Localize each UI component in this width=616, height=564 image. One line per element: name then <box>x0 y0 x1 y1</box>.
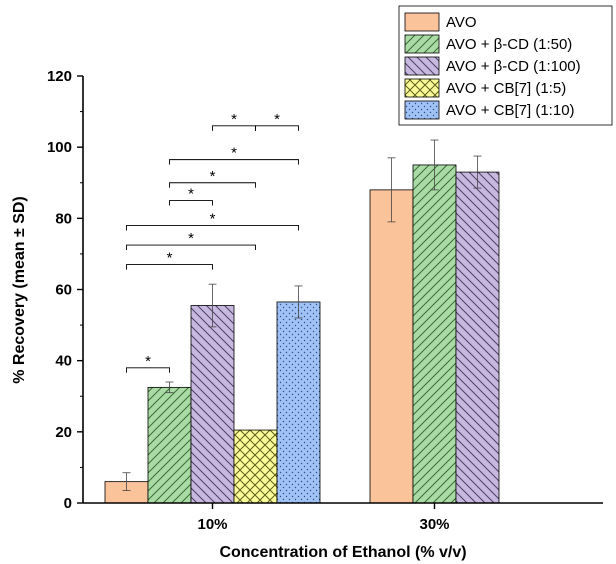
bar-avo-30 <box>369 189 414 504</box>
x-axis-ticks: 10% 30% <box>197 503 450 533</box>
legend-swatch <box>404 100 440 120</box>
significance-star: * <box>210 168 216 185</box>
plot-area <box>104 139 500 504</box>
error-bar-avo-30 <box>387 157 396 223</box>
y-axis-ticks: 0 20 40 60 80 100 120 <box>47 68 83 512</box>
legend-label: AVO + CB[7] (1:5) <box>446 80 566 97</box>
legend-swatch <box>404 78 440 98</box>
legend-swatch <box>404 34 440 54</box>
significance-star: * <box>167 250 173 267</box>
bar-avo-cb-7-1-10-10 <box>276 301 321 504</box>
significance-star: * <box>231 145 237 162</box>
significance-star: * <box>274 111 280 128</box>
y-tick-label: 60 <box>55 282 72 299</box>
error-bar-avo-cd-1-100-30 <box>473 155 482 189</box>
legend-label: AVO + β-CD (1:100) <box>446 58 581 75</box>
y-tick-label: 40 <box>55 353 72 370</box>
legend-item-avo-cb-7-1-5: AVO + CB[7] (1:5) <box>404 78 566 98</box>
legend-label: AVO <box>446 14 477 31</box>
significance-bracket: * <box>126 230 256 251</box>
error-bar-avo-cd-1-50-10 <box>165 381 174 394</box>
legend-swatch <box>404 56 440 76</box>
error-bar-avo-cd-1-100-10 <box>208 283 217 328</box>
y-tick-label: 80 <box>55 210 72 227</box>
legend: AVO AVO + β-CD (1:50) AVO + β-CD (1:100) AV… <box>398 5 613 126</box>
significance-star: * <box>231 111 237 128</box>
legend-swatch <box>404 12 440 32</box>
significance-bracket: * <box>126 353 170 373</box>
y-tick-label: 20 <box>55 424 72 441</box>
significance-bracket: * <box>126 250 213 270</box>
legend-item-avo-cd-1-50: AVO + β-CD (1:50) <box>404 34 572 54</box>
significance-bracket: * <box>169 186 213 206</box>
x-axis-title: Concentration of Ethanol (% v/v) <box>219 544 466 561</box>
significance-bracket: * <box>126 210 299 231</box>
legend-item-avo: AVO <box>404 12 477 32</box>
x-tick-label: 30% <box>419 516 449 533</box>
y-tick-label: 120 <box>47 68 72 85</box>
significance-brackets: * * * * * * * * * <box>126 111 299 373</box>
legend-label: AVO + β-CD (1:50) <box>446 36 572 53</box>
significance-star: * <box>188 186 194 203</box>
bar-avo-cd-1-100-30 <box>455 171 500 504</box>
significance-bracket: * <box>169 145 299 165</box>
significance-star: * <box>210 210 216 227</box>
significance-bracket: * <box>169 168 256 188</box>
bar-avo-cd-1-50-30 <box>412 164 457 504</box>
error-bar-avo-cb-7-1-10-10 <box>294 285 303 319</box>
bar-avo-cd-1-100-10 <box>190 305 235 504</box>
y-tick-label: 0 <box>64 495 72 512</box>
x-tick-label: 10% <box>197 516 227 533</box>
legend-item-avo-cd-1-100: AVO + β-CD (1:100) <box>404 56 581 76</box>
bar-avo-cb-7-1-5-10 <box>233 429 278 504</box>
error-bar-avo-10 <box>122 472 131 491</box>
legend-label: AVO + CB[7] (1:10) <box>446 102 575 119</box>
bar-avo-cd-1-50-10 <box>147 386 192 504</box>
error-bar-avo-cd-1-50-30 <box>430 139 439 191</box>
significance-star: * <box>145 353 151 370</box>
y-axis-title: % Recovery (mean ± SD) <box>11 196 28 384</box>
significance-bracket: * <box>255 111 299 131</box>
significance-bracket: * <box>212 111 256 131</box>
legend-item-avo-cb-7-1-10: AVO + CB[7] (1:10) <box>404 100 575 120</box>
significance-star: * <box>188 230 194 247</box>
y-tick-label: 100 <box>47 139 72 156</box>
